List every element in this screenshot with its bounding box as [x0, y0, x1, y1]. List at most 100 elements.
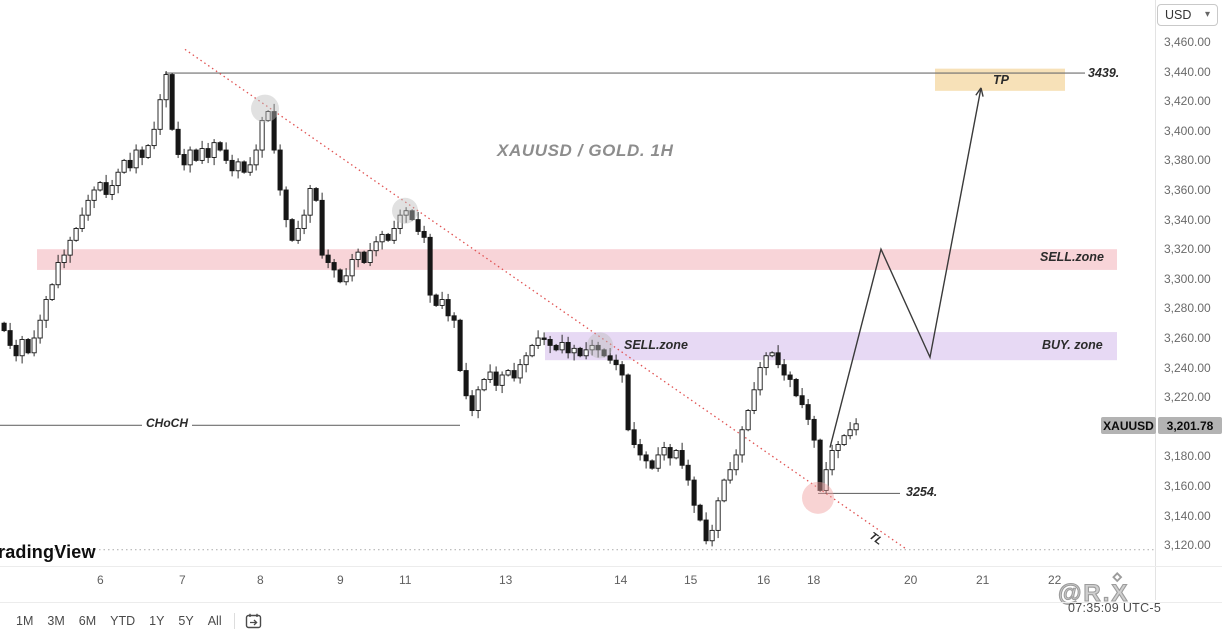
candle-body	[271, 111, 277, 151]
candle-body	[205, 148, 211, 158]
candle-body	[55, 262, 61, 286]
candle-body	[127, 159, 133, 169]
tradingview-logo[interactable]: radingView	[0, 542, 96, 562]
range-button-6m[interactable]: 6M	[78, 614, 97, 628]
candle-body	[463, 370, 469, 397]
highlight-circle-gray[interactable]	[587, 332, 613, 359]
currency-selector[interactable]: USD ▾	[1157, 4, 1218, 26]
price-tick: 3,220.00	[1164, 390, 1211, 405]
candle-body	[577, 347, 583, 357]
price-tick: 3,160.00	[1164, 479, 1211, 493]
candle-body	[295, 228, 301, 241]
time-tick: 6	[97, 573, 104, 587]
price-tick: 3,280.00	[1164, 301, 1211, 316]
candle-body	[619, 364, 625, 376]
candle-body	[805, 404, 811, 420]
go-to-date-button[interactable]	[245, 613, 263, 630]
candle-body	[427, 236, 433, 296]
time-tick: 21	[976, 573, 990, 587]
range-button-ytd[interactable]: YTD	[110, 614, 136, 628]
candle-body	[613, 359, 619, 366]
candle-body	[631, 429, 637, 446]
projection-path[interactable]	[829, 87, 982, 448]
candle-body	[421, 230, 427, 238]
range-button-5y[interactable]: 5Y	[178, 614, 194, 628]
last-price-badge: 3,201.78	[1158, 417, 1222, 434]
price-chart-canvas[interactable]	[0, 0, 1155, 566]
candle-body	[49, 284, 55, 300]
candle-body	[67, 239, 73, 256]
candle-body	[97, 182, 103, 191]
candle-body	[853, 423, 859, 431]
time-axis[interactable]: 6 7 8 9 11 13 14 15 16 18 20 21 22	[0, 567, 1155, 601]
candle-body	[673, 450, 679, 459]
highlight-circle-gray[interactable]	[251, 94, 279, 123]
candle-body	[781, 364, 787, 376]
range-button-1y[interactable]: 1Y	[149, 614, 165, 628]
candle-body	[115, 171, 121, 187]
price-axis[interactable]: 3,460.00 3,440.00 3,420.00 3,400.00 3,380.00…	[1156, 0, 1222, 600]
swing-low-price-label[interactable]: 3254.	[906, 485, 938, 499]
sell-zone-mid-label[interactable]: SELL.zone	[624, 338, 688, 352]
candle-body	[733, 454, 739, 471]
candle-body	[61, 254, 67, 263]
candle-body	[457, 319, 463, 372]
candle-body	[223, 149, 229, 161]
zone-1[interactable]	[545, 332, 1117, 361]
candle-body	[367, 250, 373, 263]
candle-body	[667, 447, 673, 459]
time-tick: 14	[614, 573, 628, 587]
candle-body	[451, 315, 457, 321]
price-tick: 3,360.00	[1164, 183, 1211, 197]
range-button-3m[interactable]: 3M	[47, 614, 65, 628]
candle-body	[163, 74, 169, 101]
choch-label[interactable]: CHoCH	[146, 416, 188, 430]
price-tick: 3,320.00	[1164, 242, 1211, 257]
candle-body	[523, 355, 529, 366]
toolbar-divider	[233, 613, 235, 629]
candle-body	[1, 322, 7, 332]
candle-body	[211, 142, 217, 158]
candle-body	[541, 337, 547, 340]
candle-body	[481, 378, 487, 391]
candle-body	[319, 199, 325, 256]
candle-body	[313, 188, 319, 201]
watermark-hex-icon: ◇	[1112, 571, 1124, 584]
candle-body	[175, 128, 181, 155]
candle-body	[349, 259, 355, 277]
candle-body	[217, 142, 223, 151]
candle-body	[835, 444, 841, 451]
candle-body	[643, 454, 649, 462]
take-profit-label[interactable]: TP	[993, 73, 1009, 87]
candle-body	[73, 228, 79, 241]
candle-body	[247, 164, 253, 173]
candle-body	[751, 389, 757, 411]
range-button-all[interactable]: All	[207, 614, 222, 628]
candle-body	[109, 185, 115, 195]
resistance-price-label[interactable]: 3439.	[1088, 66, 1120, 80]
sell-zone-right-label[interactable]: SELL.zone	[1040, 250, 1104, 264]
candle-body	[139, 149, 145, 158]
candle-body	[253, 149, 259, 166]
trendline[interactable]	[184, 48, 906, 549]
highlight-circle-gray[interactable]	[392, 197, 418, 224]
candle-body	[841, 435, 847, 446]
candle-body	[475, 389, 481, 411]
candle-body	[85, 199, 91, 216]
candle-body	[265, 111, 271, 121]
candle-body	[517, 364, 523, 379]
zone-2[interactable]	[935, 68, 1065, 91]
highlight-circle-pink[interactable]	[802, 481, 834, 514]
candle-body	[499, 374, 505, 386]
buy-zone-label[interactable]: BUY. zone	[1042, 338, 1103, 352]
range-button-1m[interactable]: 1M	[16, 614, 34, 628]
price-axis-separator	[1155, 0, 1156, 600]
candle-body	[145, 145, 151, 158]
candle-body	[25, 339, 31, 354]
candle-body	[649, 460, 655, 469]
time-tick: 16	[757, 573, 771, 587]
candle-body	[565, 341, 571, 354]
zone-0[interactable]	[37, 249, 1117, 270]
price-tick: 3,120.00	[1164, 538, 1211, 553]
candle-body	[793, 378, 799, 397]
